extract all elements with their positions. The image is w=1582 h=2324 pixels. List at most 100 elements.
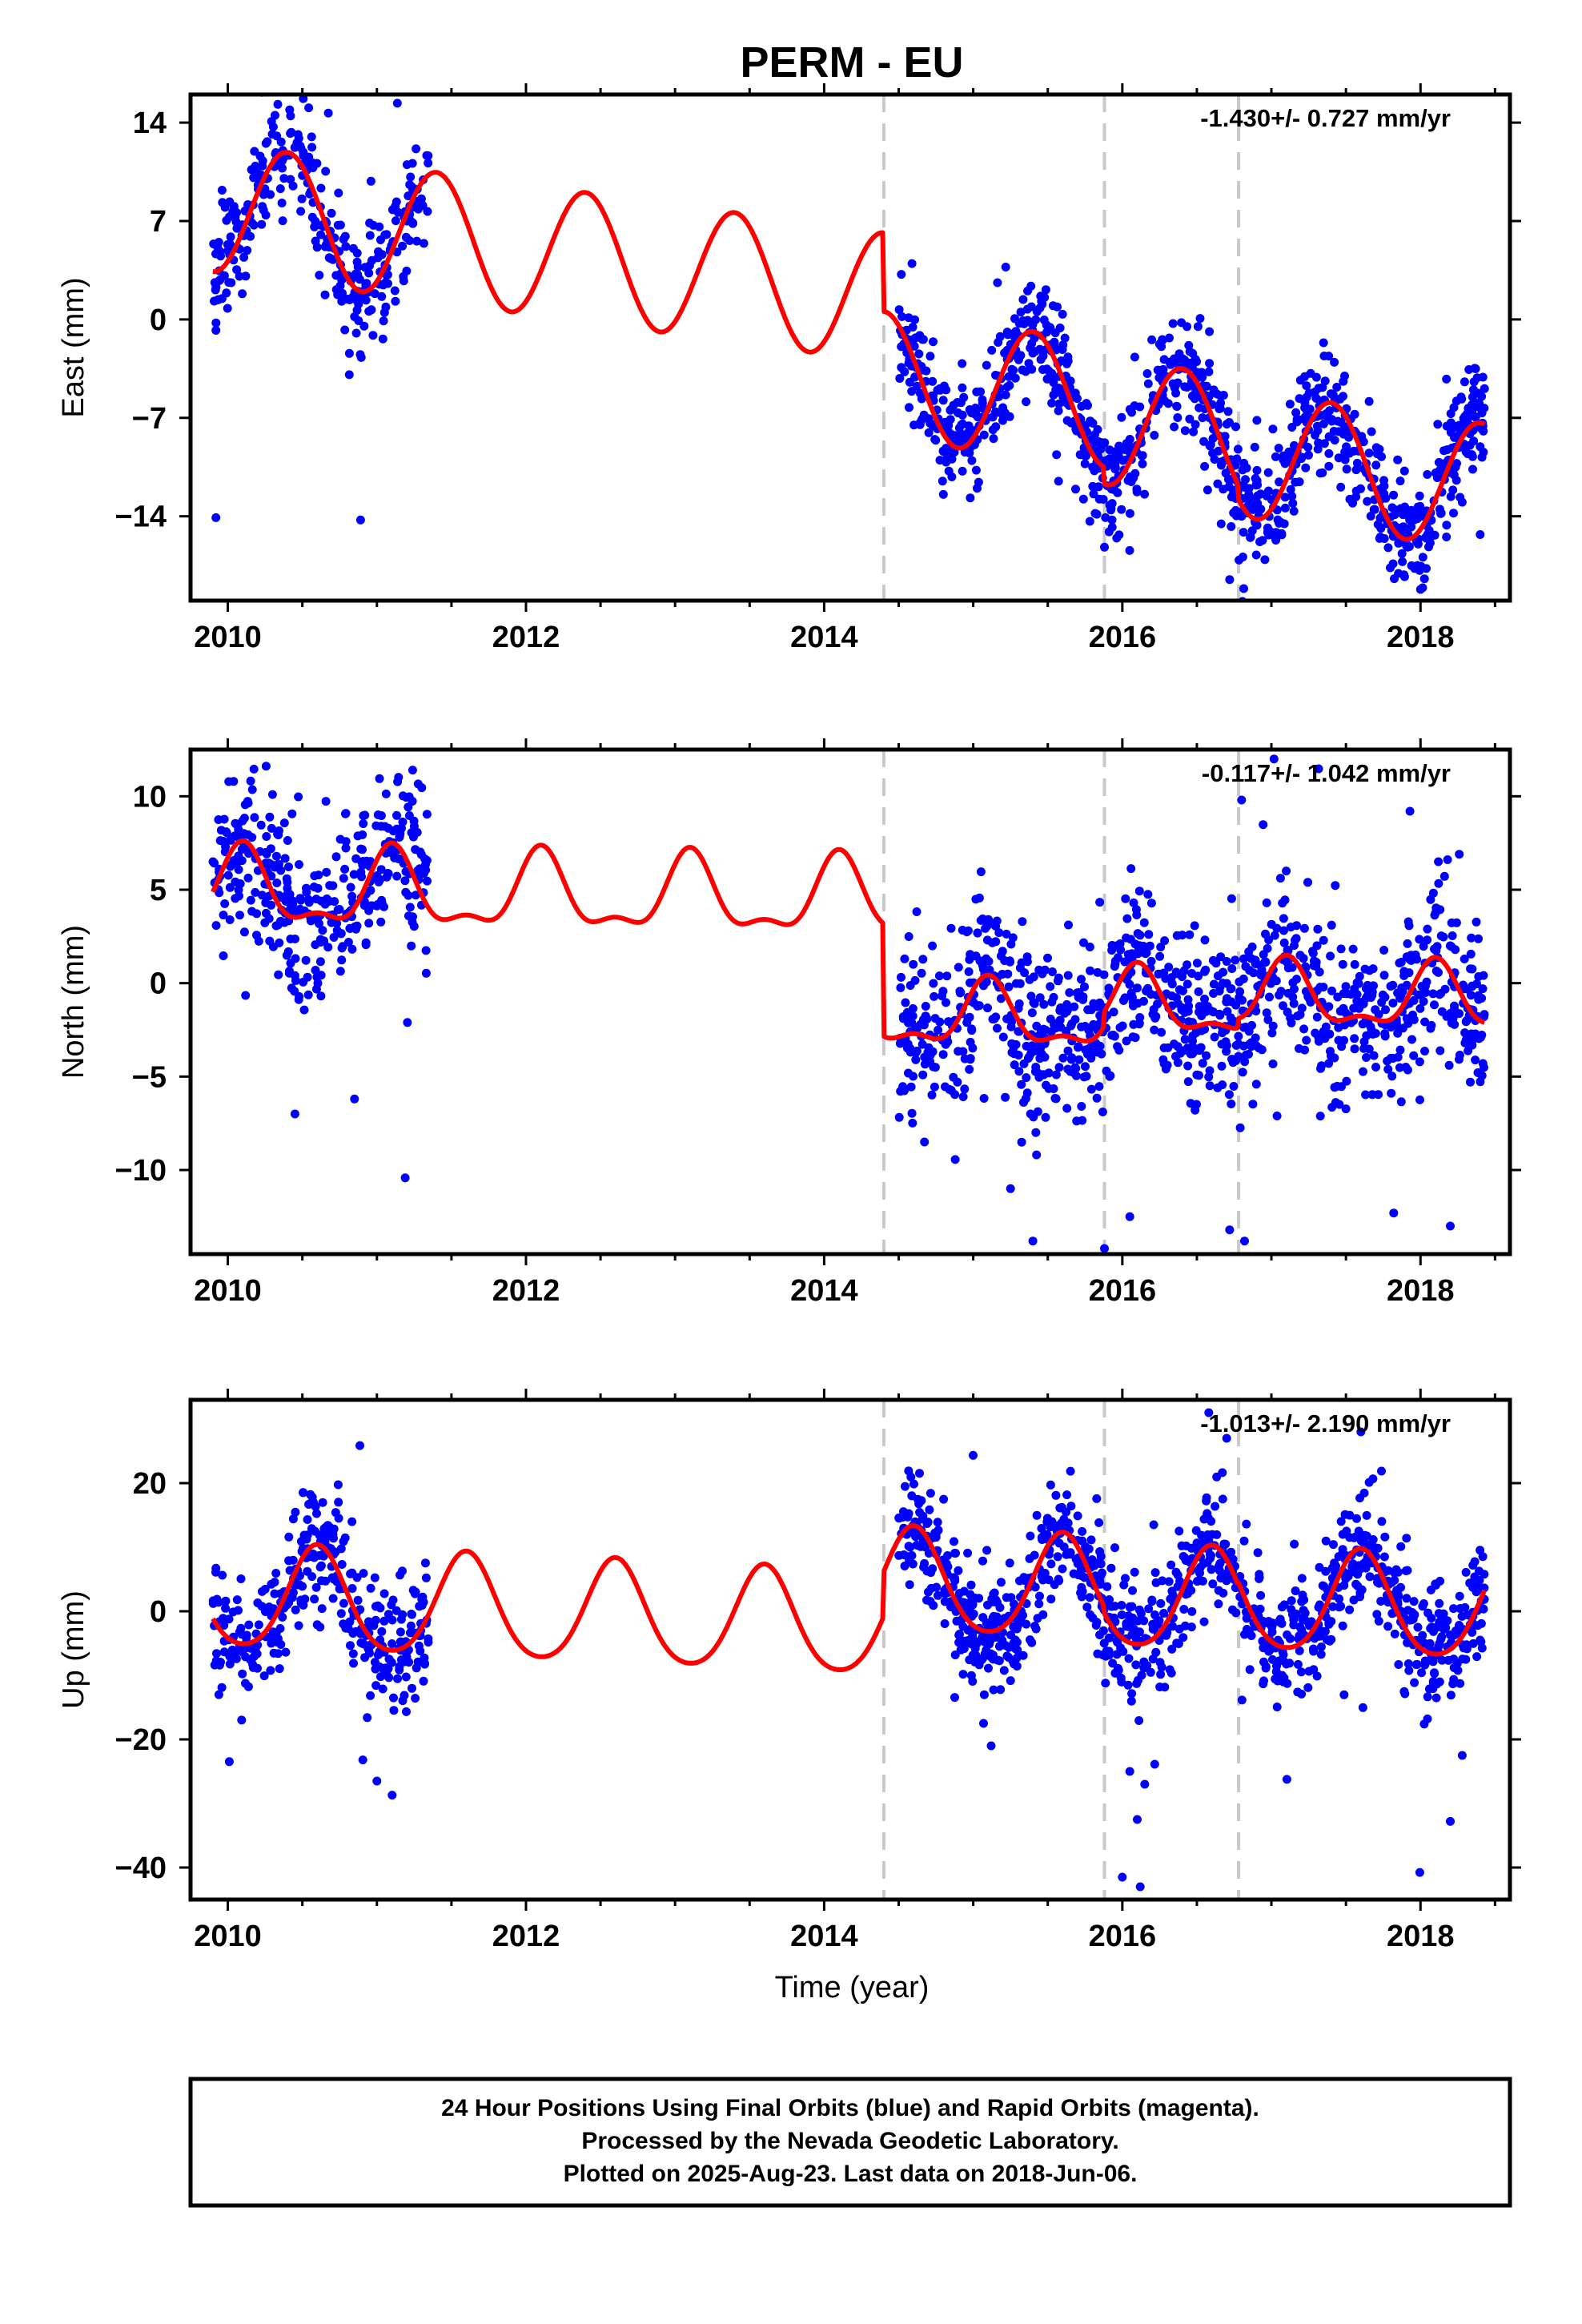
up-point: [1146, 1667, 1155, 1677]
east-point: [978, 398, 987, 408]
east-point: [1439, 446, 1448, 456]
north-point: [1218, 1028, 1227, 1038]
east-point: [1036, 355, 1046, 364]
up-point: [1299, 1606, 1308, 1615]
north-point: [235, 911, 244, 920]
up-point: [917, 1496, 926, 1506]
north-point: [323, 943, 333, 952]
north-point: [352, 921, 362, 931]
north-point: [988, 1015, 998, 1024]
up-point: [334, 1498, 343, 1507]
east-point: [1042, 328, 1052, 337]
east-point: [1364, 396, 1374, 406]
up-point: [1167, 1644, 1177, 1654]
east-point: [1140, 489, 1150, 499]
north-point: [237, 856, 247, 866]
north-point: [979, 1094, 989, 1103]
east-point: [1460, 377, 1469, 387]
up-point: [393, 1674, 402, 1683]
north-point: [1264, 935, 1274, 945]
east-point: [1216, 391, 1226, 400]
up-point: [1119, 1580, 1129, 1590]
east-point: [1000, 348, 1010, 358]
north-point: [966, 978, 974, 987]
north-point: [1315, 983, 1324, 992]
east-point: [1315, 468, 1325, 478]
north-point: [1093, 1002, 1102, 1011]
north-point: [273, 920, 283, 930]
north-point: [1431, 967, 1441, 975]
north-point: [1200, 935, 1210, 945]
up-point: [1144, 1604, 1154, 1614]
east-point: [216, 251, 225, 261]
east-point: [359, 321, 369, 331]
north-point: [964, 967, 974, 976]
up-point: [406, 1621, 416, 1630]
north-point: [965, 1064, 974, 1074]
east-point: [1252, 521, 1262, 530]
up-point: [377, 1626, 387, 1636]
up-outlier-point: [1118, 1872, 1127, 1882]
east-point: [1471, 412, 1480, 421]
north-point: [1279, 914, 1288, 923]
up-point: [950, 1574, 960, 1583]
east-point: [1383, 543, 1393, 553]
up-point: [307, 1493, 317, 1502]
east-point: [894, 305, 904, 315]
north-point: [1269, 754, 1279, 764]
north-point: [976, 867, 986, 877]
north-point: [1130, 1033, 1140, 1043]
north-point: [1290, 941, 1299, 951]
east-point: [1476, 403, 1484, 412]
north-point: [1177, 1003, 1186, 1012]
up-point: [1046, 1522, 1055, 1532]
east-point: [1005, 412, 1014, 421]
north-point: [1335, 1007, 1345, 1016]
east-point: [1185, 414, 1195, 424]
north-point: [422, 810, 432, 819]
up-point: [1271, 1667, 1281, 1676]
up-point: [1078, 1526, 1087, 1536]
north-point: [1387, 1088, 1396, 1098]
north-point: [1227, 1100, 1236, 1108]
up-point: [1038, 1575, 1048, 1585]
east-outlier-point: [1237, 512, 1247, 521]
north-point: [261, 762, 271, 771]
east-point: [321, 167, 331, 176]
up-point: [1046, 1480, 1055, 1490]
up-point: [1150, 1568, 1160, 1578]
north-point: [1420, 1017, 1430, 1027]
x-tick-label: 2018: [1387, 1920, 1455, 1953]
north-point: [309, 883, 319, 891]
east-point: [1252, 416, 1262, 425]
east-point: [895, 374, 905, 383]
up-point: [400, 1691, 409, 1700]
north-point: [220, 899, 230, 908]
north-point: [1430, 944, 1439, 954]
east-point: [340, 325, 350, 335]
north-point: [1191, 1105, 1200, 1115]
north-point: [1118, 1021, 1127, 1031]
north-point: [316, 938, 326, 947]
east-point: [1198, 413, 1207, 423]
north-point: [917, 968, 926, 978]
up-point: [421, 1573, 431, 1582]
east-point: [1172, 401, 1182, 411]
east-point: [1114, 441, 1124, 451]
up-point: [284, 1556, 294, 1566]
north-point: [285, 890, 295, 899]
north-point: [1160, 936, 1170, 946]
east-point: [1319, 439, 1329, 448]
up-point: [1134, 1716, 1144, 1725]
north-point: [1120, 957, 1130, 967]
north-point: [1395, 1045, 1405, 1055]
east-point: [1241, 475, 1250, 485]
north-point: [353, 831, 363, 841]
up-point: [982, 1546, 992, 1555]
east-point: [1229, 508, 1239, 517]
north-point: [260, 918, 270, 927]
up-point: [339, 1598, 348, 1608]
east-point: [926, 352, 935, 361]
north-point: [1198, 1059, 1207, 1068]
